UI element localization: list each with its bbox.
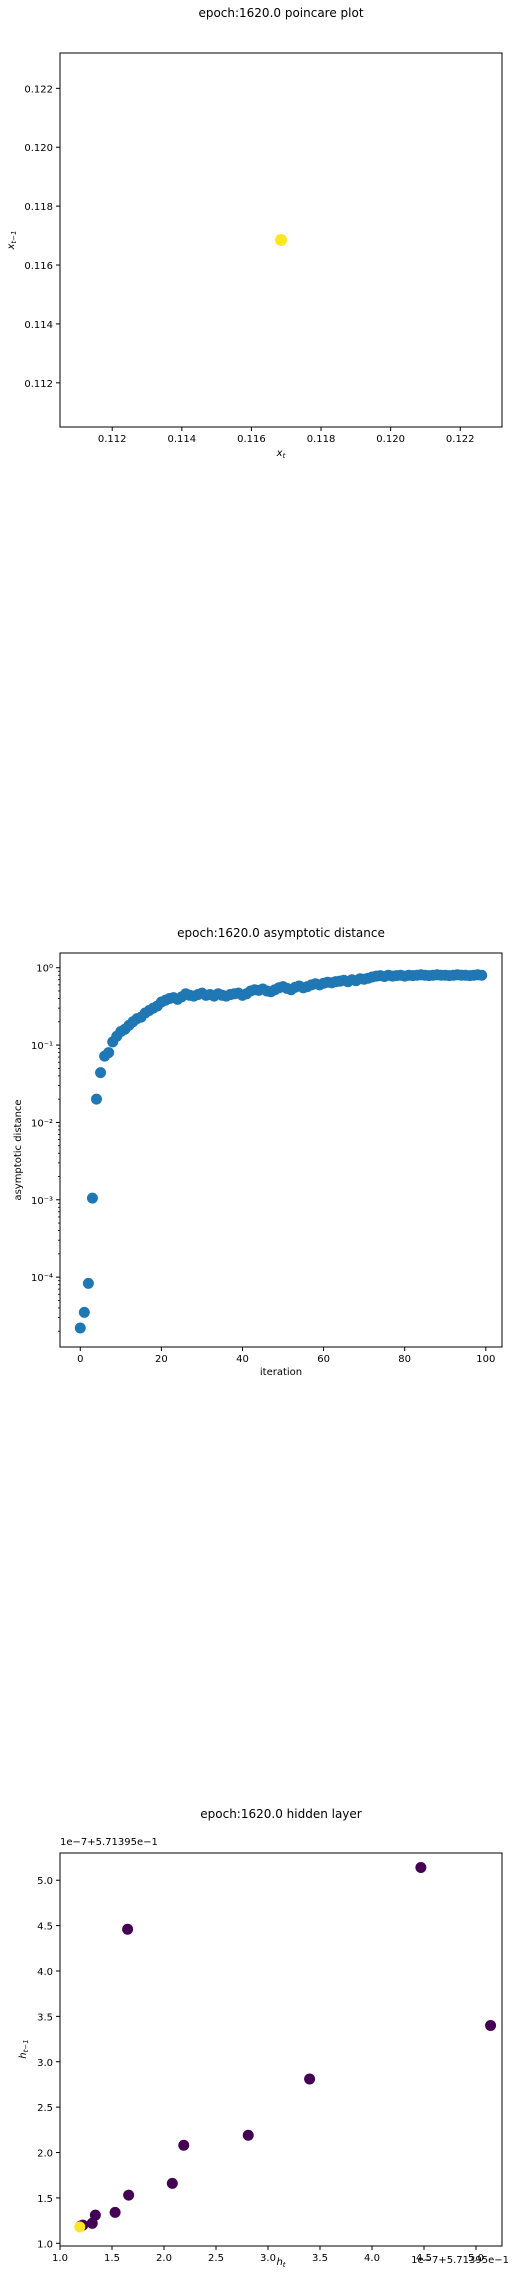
data-point xyxy=(103,1047,115,1059)
y-tick-label: 0.120 xyxy=(24,143,53,154)
x-tick-label: 1.5 xyxy=(104,2253,120,2264)
y-axis-label: xt−1 xyxy=(6,231,18,251)
x-tick-label: 2.5 xyxy=(208,2253,224,2264)
y-tick-label: 5.0 xyxy=(37,1876,53,1887)
data-point xyxy=(123,2189,135,2201)
data-point xyxy=(304,2073,316,2085)
data-point xyxy=(86,1192,98,1204)
data-point xyxy=(74,1322,86,1334)
y-tick-label: 0.116 xyxy=(24,261,53,272)
y-tick-label: 10⁻² xyxy=(31,1118,53,1129)
data-point xyxy=(166,2177,178,2189)
x-axis-label: ht xyxy=(276,2257,285,2269)
y-tick-label: 4.5 xyxy=(37,1922,53,1933)
x-tick-label: 0.120 xyxy=(376,434,405,445)
x-axis-label: xt xyxy=(276,448,286,460)
data-point xyxy=(86,2217,98,2229)
y-tick-label: 3.0 xyxy=(37,2058,53,2069)
y-offset-label: 1e−7+5.71395e−1 xyxy=(60,1837,158,1848)
data-point xyxy=(485,2019,497,2031)
x-axis-label: iteration xyxy=(260,1367,302,1378)
y-tick-label: 0.112 xyxy=(24,379,53,390)
x-tick-label: 60 xyxy=(317,1354,330,1365)
x-tick-label: 0.114 xyxy=(167,434,196,445)
y-tick-label: 3.5 xyxy=(37,2012,53,2023)
data-point xyxy=(415,1862,427,1874)
x-tick-label: 5.0 xyxy=(468,2253,484,2264)
data-point xyxy=(242,2129,254,2141)
y-tick-label: 0.118 xyxy=(24,202,53,213)
x-tick-label: 0.118 xyxy=(307,434,336,445)
x-offset-label: 1e−7+5.71395e−1 xyxy=(411,2255,509,2266)
y-axis-label: ht−1 xyxy=(18,2039,30,2058)
y-tick-label: 0.122 xyxy=(24,84,53,95)
data-point xyxy=(275,234,287,246)
data-point xyxy=(109,2206,121,2218)
data-point xyxy=(78,1306,90,1318)
x-tick-label: 0 xyxy=(77,1354,83,1365)
data-point xyxy=(82,1277,94,1289)
data-point xyxy=(95,1067,107,1079)
y-tick-label: 10⁰ xyxy=(36,964,53,975)
data-point xyxy=(476,969,488,981)
data-point xyxy=(90,1093,102,1105)
poincare-figure: epoch:1620.0 poincare plot 0.112 0.114 0.1… xyxy=(0,0,512,460)
x-tick-label: 100 xyxy=(476,1354,495,1365)
y-tick-label: 2.5 xyxy=(37,2103,53,2114)
data-point xyxy=(122,1923,134,1935)
x-tick-label: 0.116 xyxy=(237,434,266,445)
y-tick-label: 10⁻⁴ xyxy=(31,1273,53,1284)
x-tick-label: 0.112 xyxy=(98,434,127,445)
plot-area xyxy=(59,952,503,1348)
plot-area xyxy=(59,1852,503,2247)
y-tick-label: 1.0 xyxy=(37,2239,53,2250)
y-tick-label: 10⁻³ xyxy=(31,1196,53,1207)
x-tick-label: 20 xyxy=(155,1354,168,1365)
x-tick-label: 3.0 xyxy=(260,2253,276,2264)
y-tick-label: 2.0 xyxy=(37,2149,53,2160)
y-tick-label: 0.114 xyxy=(24,320,53,331)
x-tick-label: 4.5 xyxy=(416,2253,432,2264)
y-tick-label: 4.0 xyxy=(37,1967,53,1978)
chart-title: epoch:1620.0 poincare plot xyxy=(198,6,363,20)
y-tick-label: 10⁻¹ xyxy=(31,1041,53,1052)
plot-area xyxy=(59,52,503,428)
x-tick-label: 40 xyxy=(236,1354,249,1365)
x-tick-label: 3.5 xyxy=(312,2253,328,2264)
data-point xyxy=(74,2221,86,2233)
x-tick-label: 4.0 xyxy=(364,2253,380,2264)
x-tick-label: 80 xyxy=(398,1354,411,1365)
chart-title: epoch:1620.0 asymptotic distance xyxy=(177,926,385,940)
poincare-plot: epoch:1620.0 poincare plot 0.112 0.114 0.1… xyxy=(6,6,503,460)
y-axis-label: asymptotic distance xyxy=(13,1099,24,1200)
asymptotic-distance-plot: epoch:1620.0 asymptotic distance 0 20 40 60… xyxy=(13,926,503,1378)
x-tick-label: 2.0 xyxy=(156,2253,172,2264)
x-tick-label: 1.0 xyxy=(52,2253,68,2264)
y-tick-label: 1.5 xyxy=(37,2194,53,2205)
x-tick-label: 0.122 xyxy=(446,434,475,445)
hidden-layer-plot: epoch:1620.0 hidden layer 1e−7+5.71395e−… xyxy=(18,1807,509,2269)
chart-title: epoch:1620.0 hidden layer xyxy=(200,1807,362,1821)
asymptotic-distance-figure: epoch:1620.0 asymptotic distance 0 20 40 60… xyxy=(0,920,512,1380)
hidden-layer-figure: epoch:1620.0 hidden layer 1e−7+5.71395e−… xyxy=(0,1800,512,2269)
data-point xyxy=(178,2139,190,2151)
